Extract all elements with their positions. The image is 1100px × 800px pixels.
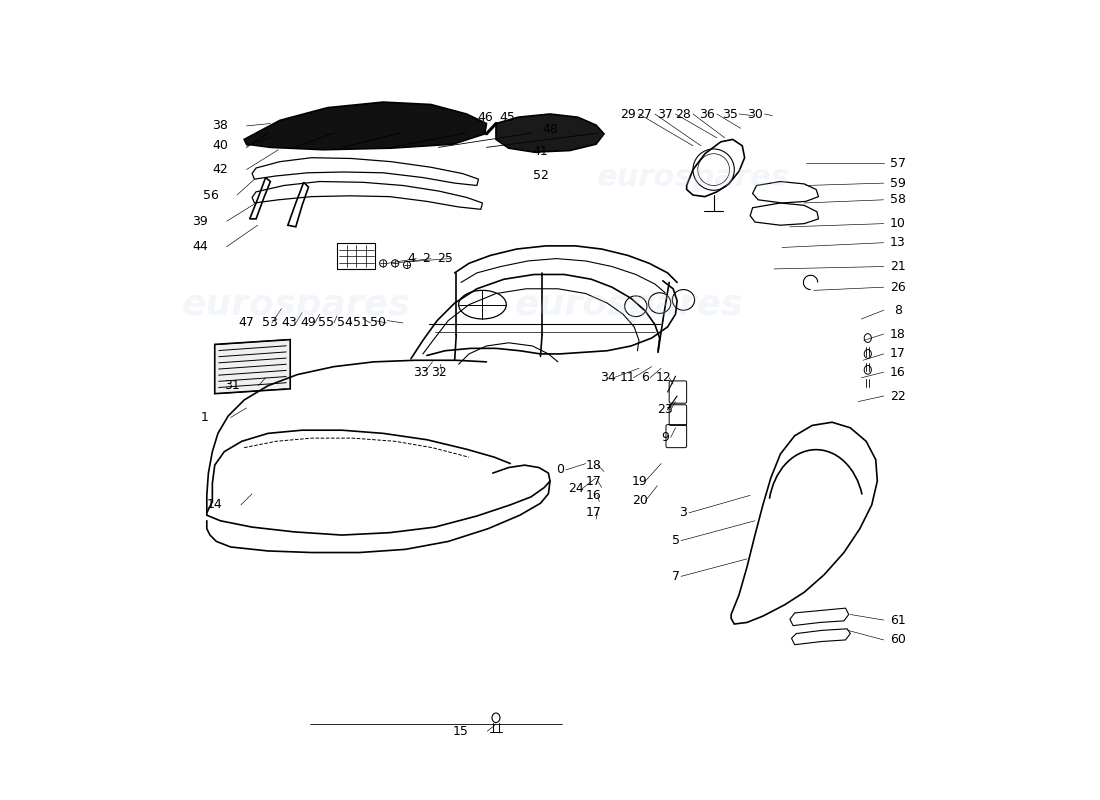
Text: 53: 53	[263, 317, 278, 330]
Text: 22: 22	[890, 390, 905, 402]
Text: 19: 19	[631, 474, 648, 487]
Text: 56: 56	[202, 189, 219, 202]
Text: 44: 44	[192, 240, 208, 253]
Text: eurospares: eurospares	[515, 288, 744, 322]
Text: 32: 32	[431, 366, 447, 378]
Text: 29: 29	[620, 107, 636, 121]
Polygon shape	[244, 102, 486, 150]
Text: 17: 17	[890, 347, 906, 361]
Text: 46: 46	[477, 111, 493, 125]
Text: 57: 57	[890, 157, 906, 170]
Text: 48: 48	[542, 123, 558, 136]
Text: 12: 12	[656, 371, 671, 384]
Text: 5: 5	[671, 534, 680, 547]
Polygon shape	[214, 340, 290, 394]
Text: 2: 2	[422, 252, 430, 265]
Text: 20: 20	[631, 494, 648, 507]
Text: 61: 61	[890, 614, 905, 626]
Text: 36: 36	[700, 107, 715, 121]
Text: 24: 24	[569, 482, 584, 495]
Text: 34: 34	[601, 371, 616, 384]
Text: 14: 14	[207, 498, 222, 511]
Text: 35: 35	[722, 107, 737, 121]
Text: 4: 4	[407, 252, 415, 265]
Text: 49: 49	[300, 317, 317, 330]
Text: 23: 23	[658, 403, 673, 416]
Text: 58: 58	[890, 194, 906, 206]
Text: 11: 11	[620, 371, 636, 384]
Text: 59: 59	[890, 177, 906, 190]
Text: 17: 17	[586, 506, 602, 519]
Text: 60: 60	[890, 634, 906, 646]
Text: 17: 17	[586, 474, 602, 487]
Text: 18: 18	[586, 458, 602, 472]
Text: 38: 38	[212, 119, 228, 133]
Text: 7: 7	[671, 570, 680, 583]
Text: 25: 25	[437, 252, 453, 265]
Text: 16: 16	[890, 366, 905, 378]
Text: 42: 42	[212, 163, 228, 176]
Text: 41: 41	[532, 145, 548, 158]
Text: 21: 21	[890, 260, 905, 273]
Text: 33: 33	[414, 366, 429, 378]
Text: 43: 43	[282, 317, 297, 330]
Text: 55: 55	[318, 317, 334, 330]
Text: 10: 10	[890, 217, 906, 230]
Text: 51: 51	[353, 317, 369, 330]
Text: 54: 54	[337, 317, 353, 330]
Text: 6: 6	[641, 371, 649, 384]
Text: eurospares: eurospares	[596, 163, 790, 192]
Text: 39: 39	[192, 214, 208, 228]
Text: 0: 0	[557, 463, 564, 477]
Text: 37: 37	[658, 107, 673, 121]
Text: 9: 9	[661, 431, 669, 444]
Text: 13: 13	[890, 236, 905, 250]
Text: 27: 27	[636, 107, 651, 121]
Text: 40: 40	[212, 139, 228, 152]
Text: 50: 50	[370, 317, 386, 330]
Text: 47: 47	[239, 317, 254, 330]
Text: 52: 52	[532, 170, 549, 182]
Text: 8: 8	[894, 304, 902, 317]
Text: 45: 45	[499, 111, 515, 125]
Text: 28: 28	[675, 107, 692, 121]
Text: 3: 3	[680, 506, 688, 519]
Text: 30: 30	[747, 107, 763, 121]
Polygon shape	[496, 114, 604, 152]
Text: 18: 18	[890, 327, 906, 341]
Text: 31: 31	[224, 379, 240, 392]
Text: 1: 1	[200, 411, 208, 424]
Text: 26: 26	[890, 281, 905, 294]
Text: eurospares: eurospares	[182, 288, 410, 322]
Text: 16: 16	[586, 489, 602, 502]
Text: 15: 15	[453, 725, 469, 738]
